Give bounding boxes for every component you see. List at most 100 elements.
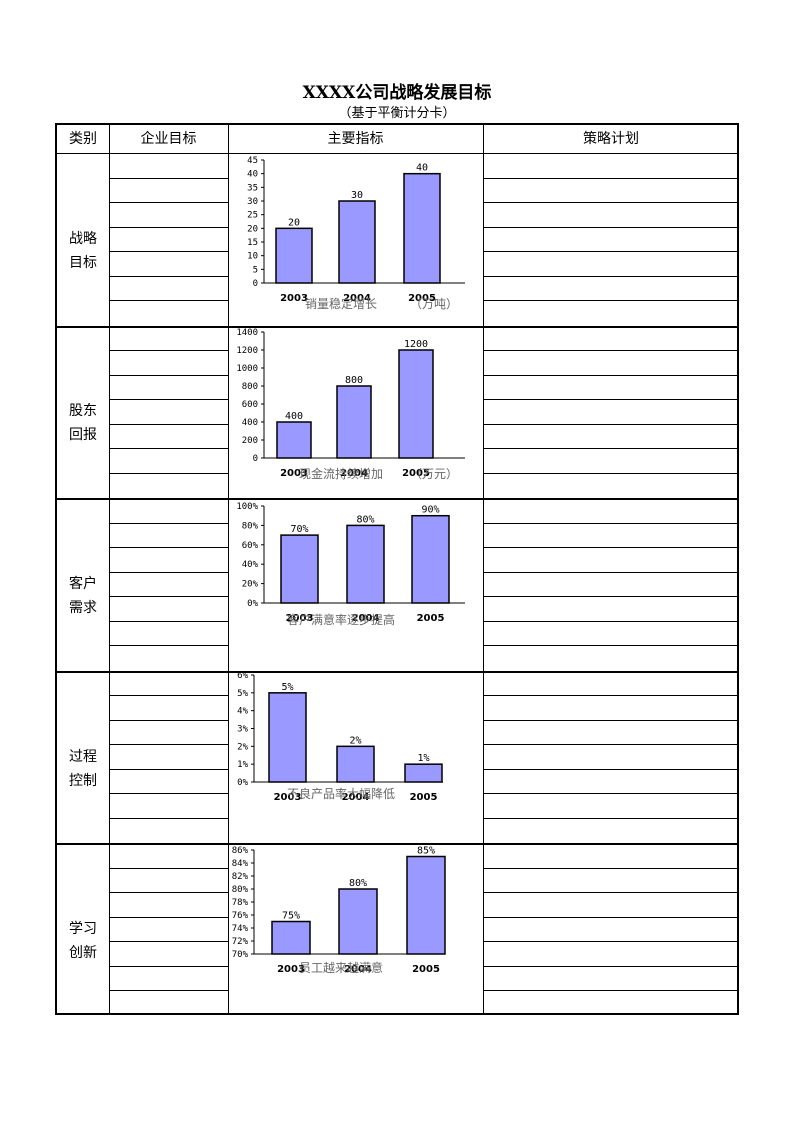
bar-2004 [336, 385, 372, 459]
y-tick-label: 5% [237, 689, 248, 699]
objective-row-line [109, 769, 228, 770]
x-tick-label-2004: 2004 [342, 792, 370, 803]
objective-row-line [109, 596, 228, 597]
y-tick-label: 40% [242, 560, 259, 570]
objective-row-line [109, 917, 228, 918]
objective-row-line [109, 645, 228, 646]
y-tick-label: 20 [247, 224, 258, 234]
section-label-strategy: 战略 目标 [69, 231, 97, 271]
strategy-row-line [483, 473, 737, 474]
y-tick-label: 86% [232, 846, 249, 856]
strategy-row-line [483, 868, 737, 869]
x-tick-label-2004: 2004 [343, 293, 371, 304]
data-label-2003: 5% [281, 682, 293, 693]
x-tick-label-2005: 2005 [417, 613, 445, 624]
data-label-2005: 90% [421, 505, 439, 516]
data-label-2005: 1200 [404, 339, 428, 350]
section-label-learning: 学习 创新 [69, 921, 97, 961]
data-label-2003: 400 [285, 411, 303, 422]
section-label-customer: 客户 需求 [69, 576, 97, 616]
strategy-row-line [483, 793, 737, 794]
y-tick-label: 45 [247, 156, 258, 166]
strategy-row-line [483, 769, 737, 770]
x-tick-label-2003: 2003 [286, 613, 314, 624]
objective-row-line [109, 300, 228, 301]
y-tick-label: 76% [232, 911, 249, 921]
objective-row-line [109, 572, 228, 573]
strategy-row-line [483, 424, 737, 425]
chart-svg-sales: 0 5 10 15 20 25 30 35 40 45 20 2003 30 2004 40 2005 销量稳定… [247, 156, 465, 311]
y-tick-label: 40 [247, 170, 258, 180]
objective-row-line [109, 868, 228, 869]
strategy-row-line [483, 448, 737, 449]
bar-2003 [280, 534, 319, 604]
x-tick-label-2003: 2003 [274, 792, 302, 803]
section-label-shareholder: 股东 回报 [69, 403, 97, 443]
x-tick-label-2005: 2005 [412, 964, 440, 975]
y-tick-label: 4% [237, 707, 248, 717]
strategy-row-line [483, 941, 737, 942]
chart-caption: 不良产品率大幅降低 [287, 786, 395, 801]
strategy-row-line [483, 645, 737, 646]
x-tick-label-2005: 2005 [402, 468, 430, 479]
bar-2004 [338, 888, 378, 955]
objective-row-line [109, 251, 228, 252]
objective-row-line [109, 892, 228, 893]
data-label-2004: 800 [345, 375, 363, 386]
strategy-row-line [483, 350, 737, 351]
data-label-2003: 70% [290, 524, 308, 535]
strategy-row-line [483, 300, 737, 301]
data-label-2004: 80% [349, 878, 367, 889]
chart-svg-satisfaction: 0% 20% 40% 60% 80% 100% 70% 2003 80% 2004 90% 2005 客… [236, 502, 465, 627]
objective-row-line [109, 350, 228, 351]
bar-2003 [275, 227, 313, 284]
strategy-row-line [483, 596, 737, 597]
bar-2004 [336, 745, 375, 783]
objective-row-line [109, 276, 228, 277]
objective-row-line [109, 178, 228, 179]
column-divider-3 [483, 125, 484, 1013]
y-tick-label: 82% [232, 872, 249, 882]
chart-caption: 客户满意率逐步提高 [287, 612, 395, 627]
strategy-row-line [483, 572, 737, 573]
y-tick-label: 74% [232, 924, 249, 934]
strategy-row-line [483, 720, 737, 721]
y-tick-label: 1% [237, 760, 248, 770]
chart-unit: （万吨） [410, 297, 458, 311]
chart-satisfaction: 0% 20% 40% 60% 80% 100% 70% 2003 80% 2004 90% 2005 客… [229, 500, 481, 670]
y-tick-label: 78% [232, 898, 249, 908]
strategy-row-line [483, 621, 737, 622]
objective-row-line [109, 473, 228, 474]
objective-row-line [109, 621, 228, 622]
y-tick-label: 1400 [236, 328, 258, 338]
strategy-row-line [483, 990, 737, 991]
objective-row-line [109, 448, 228, 449]
strategy-row-line [483, 966, 737, 967]
objective-row-line [109, 227, 228, 228]
x-tick-label-2004: 2004 [344, 964, 372, 975]
objective-row-line [109, 202, 228, 203]
data-label-2004: 80% [356, 514, 374, 525]
strategy-row-line [483, 523, 737, 524]
header-category: 类别 [69, 131, 97, 147]
objective-row-line [109, 375, 228, 376]
y-tick-label: 100% [236, 502, 258, 512]
strategy-row-line [483, 399, 737, 400]
objective-row-line [109, 744, 228, 745]
strategy-row-line [483, 892, 737, 893]
chart-svg-employee: 70% 72% 74% 76% 78% 80% 82% 84% 86% 75% 2003 80% 200… [232, 846, 446, 975]
y-tick-label: 80% [242, 521, 259, 531]
y-tick-label: 800 [242, 382, 258, 392]
y-tick-label: 5 [253, 265, 258, 275]
data-label-2005: 1% [417, 753, 429, 764]
section-divider-3 [57, 671, 737, 673]
y-tick-label: 70% [232, 950, 249, 960]
data-label-2004: 30 [351, 190, 363, 201]
y-tick-label: 0 [253, 279, 258, 289]
x-tick-label-2003: 2003 [280, 293, 308, 304]
y-tick-label: 80% [232, 885, 249, 895]
y-tick-label: 400 [242, 418, 258, 428]
bar-2003 [276, 421, 312, 459]
bar-2004 [346, 524, 385, 604]
bar-2004 [338, 200, 376, 284]
